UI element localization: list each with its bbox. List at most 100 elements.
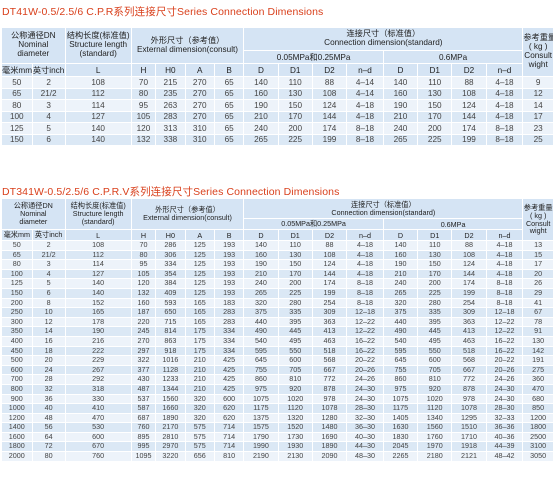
table-cell: 440 <box>382 316 419 328</box>
table-cell: 267 <box>64 364 132 376</box>
table-cell: 50 <box>1 76 33 89</box>
table-cell: 124 <box>451 99 487 112</box>
table-cell: 1078 <box>451 403 487 414</box>
table-cell: 313 <box>155 122 186 135</box>
table-row: 65 21/2 112 80 306 125 193 160 130 108 4–18 160 130 1… <box>1 249 554 261</box>
table-cell: 645 <box>243 355 279 366</box>
table-cell: 127 <box>64 110 132 123</box>
table-cell: 384 <box>155 278 186 289</box>
table-cell: 470 <box>64 412 132 424</box>
table-cell: 4 <box>31 110 66 123</box>
table-cell: 1233 <box>155 374 186 385</box>
table-cell: 975 <box>243 383 279 395</box>
table-cell: 140 <box>382 76 419 89</box>
table-cell: 995 <box>130 441 157 453</box>
table-cell: 760 <box>64 451 132 462</box>
table-cell: 810 <box>213 451 245 462</box>
header-row-1: 公称通径DN Nominal diameter 结构长度(标准值) Structure … <box>1 27 554 77</box>
column-header-h: H <box>130 63 157 77</box>
table-cell: 1690 <box>311 431 348 443</box>
sl-en-label: (standard) <box>81 216 115 226</box>
table-cell: 320 <box>184 412 215 424</box>
table-cell: 600 <box>64 431 132 443</box>
table-cell: 12 <box>31 316 66 328</box>
table-cell: 1510 <box>451 422 487 433</box>
table-cell: 300 <box>1 316 33 328</box>
table-cell: 1095 <box>130 451 157 462</box>
table-cell: 216 <box>64 335 132 347</box>
table-cell: 40 <box>31 403 66 414</box>
table-cell: 335 <box>277 307 313 318</box>
wt-en-label: wight <box>529 226 547 236</box>
connection-dimension-header: 连接尺寸（标准值） Connection dimension(standard) <box>243 198 524 219</box>
table-cell: 12–18 <box>346 307 384 318</box>
conn-en-label: Connection dimension(standard) <box>324 38 443 47</box>
table-cell: 1344 <box>155 383 186 395</box>
column-header-h: H <box>130 229 157 241</box>
structure-length-header: 结构长度(标准值) Structure length (standard) <box>64 27 132 64</box>
wt-en-label: wight <box>528 59 548 69</box>
table-cell: 165 <box>184 316 215 328</box>
table-cell: 64 <box>31 431 66 443</box>
column-header-nd: n–d <box>485 63 524 77</box>
table-cell: 680 <box>522 393 554 405</box>
table-cell: 183 <box>213 297 245 309</box>
table-cell: 210 <box>382 110 419 123</box>
table-cell: 270 <box>130 335 157 347</box>
table-cell: 190 <box>243 99 279 112</box>
table-cell: 878 <box>451 383 487 395</box>
table-cell: 80 <box>1 259 33 270</box>
dn-en-label: Nominal <box>18 40 49 50</box>
connection-dimension-header: 连接尺寸（标准值） Connection dimension(standard) <box>243 27 524 51</box>
table-cell: 108 <box>311 87 348 100</box>
table-cell: 12–22 <box>346 316 384 328</box>
table-cell: 400 <box>1 335 33 347</box>
header-row-2: 0.05MPa和0.25MPa 0.6MPa <box>1 218 554 230</box>
table-cell: 130 <box>417 249 453 261</box>
table-cell: 210 <box>184 364 215 376</box>
table-cell: 67 <box>522 307 554 318</box>
wt-kg-label: ( kg ) <box>528 42 548 52</box>
table-cell: 670 <box>64 441 132 453</box>
table-cell: 978 <box>311 393 348 405</box>
table-cell: 595 <box>243 345 279 357</box>
table-cell: 600 <box>277 355 313 366</box>
table-cell: 2180 <box>417 451 453 462</box>
header-row-3: 毫米mm 英寸inch L H H0 A B D D1 D2 n–d D D1 D2 n–d <box>1 229 554 241</box>
table-cell: 65 <box>213 99 245 112</box>
table-cell: 2190 <box>243 451 279 462</box>
table-cell: 225 <box>277 133 313 146</box>
table-cell: 334 <box>213 335 245 347</box>
table-cell: 1075 <box>382 393 419 405</box>
table-cell: 125 <box>1 278 33 289</box>
table-row: 150 6 140 132 338 310 65 265 225 199 8–18 265 225 199… <box>1 133 554 146</box>
table-cell: 114 <box>64 99 132 112</box>
table-cell: 878 <box>311 383 348 395</box>
table-cell: 575 <box>184 422 215 433</box>
table-cell: 310 <box>184 122 215 135</box>
table-cell: 28–30 <box>485 403 524 414</box>
column-header-inch: 英寸inch <box>31 63 66 77</box>
sl-cn-label: 结构长度(标准值) <box>70 201 126 211</box>
table-cell: 160 <box>243 249 279 261</box>
table-cell: 360 <box>522 374 554 385</box>
table-cell: 413 <box>451 326 487 337</box>
table-row: 100 4 127 105 283 270 65 210 170 144 4–18 210 170 144… <box>1 110 554 123</box>
table-cell: 1890 <box>311 441 348 453</box>
table-cell: 190 <box>64 326 132 337</box>
table-row: 600 24 267 377 1128 210 425 755 705 667 20–26 755 70… <box>1 364 554 376</box>
table-cell: 210 <box>243 268 279 280</box>
table-cell: 108 <box>64 76 132 89</box>
table-cell: 240 <box>243 122 279 135</box>
table-cell: 190 <box>382 259 419 270</box>
table-cell: 125 <box>184 240 215 251</box>
table-cell: 8–18 <box>485 297 524 309</box>
table-cell: 20–22 <box>485 355 524 366</box>
table-cell: 920 <box>417 383 453 395</box>
table-cell: 1970 <box>417 441 453 453</box>
table-cell: 95 <box>130 99 157 112</box>
table-cell: 3050 <box>522 451 554 462</box>
table-cell: 1020 <box>277 393 313 405</box>
table-cell: 1200 <box>522 412 554 424</box>
table-cell: 8–18 <box>346 297 384 309</box>
